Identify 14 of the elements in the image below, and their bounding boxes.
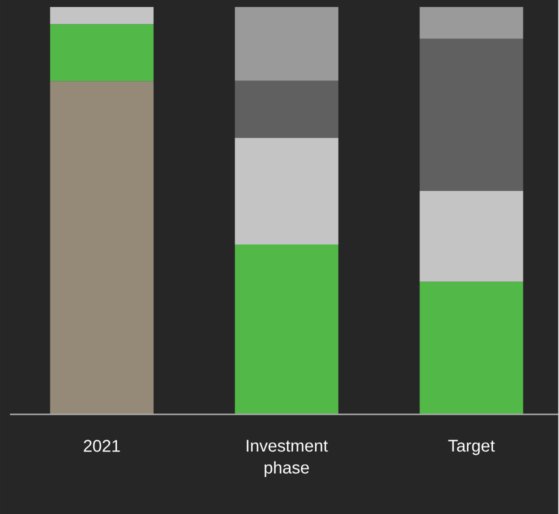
x-tick-label: 2021 — [84, 440, 120, 452]
bar — [234, 244, 338, 414]
bar — [50, 81, 154, 414]
bar — [50, 24, 154, 81]
bar — [234, 6, 338, 81]
bar — [420, 38, 524, 191]
x-tick-label: Target — [448, 440, 495, 455]
bar — [234, 138, 338, 244]
bar — [420, 6, 524, 39]
bar — [420, 281, 524, 414]
bar — [420, 190, 524, 282]
bar — [50, 6, 154, 24]
bar — [234, 80, 338, 138]
x-tick-label: Investment phase — [246, 440, 328, 477]
